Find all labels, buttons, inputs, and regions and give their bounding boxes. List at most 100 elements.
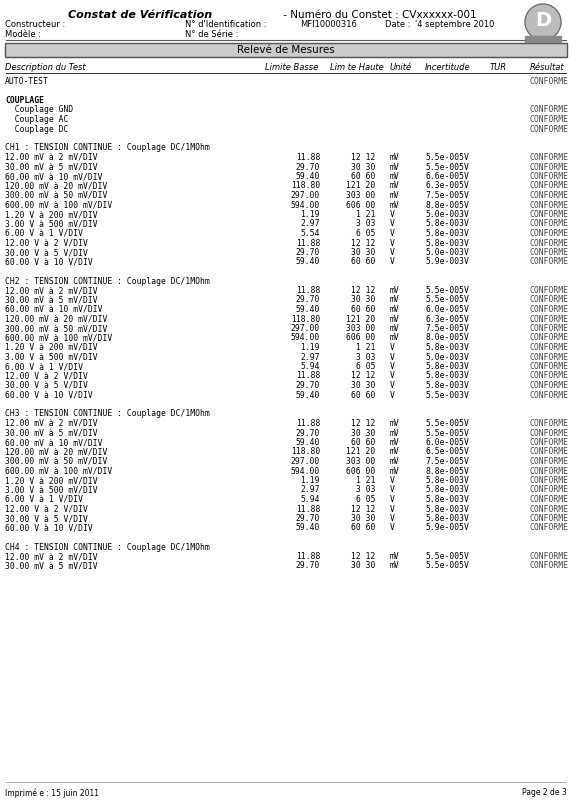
Text: 3 03: 3 03 bbox=[356, 486, 375, 494]
Text: 59.40: 59.40 bbox=[296, 305, 320, 314]
Text: 11.88: 11.88 bbox=[296, 419, 320, 428]
Text: 12 12: 12 12 bbox=[351, 371, 375, 381]
Text: 59.40: 59.40 bbox=[296, 438, 320, 447]
Text: 60 60: 60 60 bbox=[351, 523, 375, 533]
Text: 6.3e-005V: 6.3e-005V bbox=[425, 182, 469, 190]
Text: CONFORME: CONFORME bbox=[530, 562, 569, 570]
Text: CONFORME: CONFORME bbox=[530, 429, 569, 438]
Text: CH1 : TENSION CONTINUE : Couplage DC/1MOhm: CH1 : TENSION CONTINUE : Couplage DC/1MO… bbox=[5, 143, 210, 153]
Text: Date :: Date : bbox=[385, 20, 411, 29]
Text: CONFORME: CONFORME bbox=[530, 343, 569, 352]
Text: 118.80: 118.80 bbox=[291, 182, 320, 190]
Bar bbox=[5, 43, 567, 57]
Text: 29.70: 29.70 bbox=[296, 562, 320, 570]
Text: 11.88: 11.88 bbox=[296, 153, 320, 162]
Text: 60 60: 60 60 bbox=[351, 390, 375, 399]
Text: 5.8e-003V: 5.8e-003V bbox=[425, 371, 469, 381]
Text: CONFORME: CONFORME bbox=[530, 219, 569, 229]
Text: CONFORME: CONFORME bbox=[530, 238, 569, 247]
Text: Lim te Haute: Lim te Haute bbox=[330, 63, 384, 72]
Text: 6.6e-005V: 6.6e-005V bbox=[425, 172, 469, 181]
Text: 11.88: 11.88 bbox=[296, 238, 320, 247]
Text: - Numéro du Constet : CVxxxxxx-001: - Numéro du Constet : CVxxxxxx-001 bbox=[280, 10, 476, 20]
Text: mV: mV bbox=[390, 562, 400, 570]
Text: 30 30: 30 30 bbox=[351, 248, 375, 257]
Text: mV: mV bbox=[390, 286, 400, 295]
Text: N° de Série :: N° de Série : bbox=[185, 30, 239, 39]
Text: 5.0e-003V: 5.0e-003V bbox=[425, 210, 469, 219]
Text: CONFORME: CONFORME bbox=[530, 466, 569, 475]
Text: 300.00 mV à 50 mV/DIV: 300.00 mV à 50 mV/DIV bbox=[5, 324, 108, 333]
Text: CONFORME: CONFORME bbox=[530, 523, 569, 533]
Text: 12.00 mV à 2 mV/DIV: 12.00 mV à 2 mV/DIV bbox=[5, 153, 98, 162]
Text: 30 30: 30 30 bbox=[351, 562, 375, 570]
Text: 60.00 mV à 10 mV/DIV: 60.00 mV à 10 mV/DIV bbox=[5, 305, 102, 314]
Text: 5.94: 5.94 bbox=[300, 495, 320, 504]
Text: CONFORME: CONFORME bbox=[530, 172, 569, 181]
Text: 30.00 V à 5 V/DIV: 30.00 V à 5 V/DIV bbox=[5, 514, 88, 523]
Text: 5.8e-003V: 5.8e-003V bbox=[425, 486, 469, 494]
Text: 600.00 mV à 100 mV/DIV: 600.00 mV à 100 mV/DIV bbox=[5, 334, 112, 342]
Text: CONFORME: CONFORME bbox=[530, 77, 569, 86]
Text: mV: mV bbox=[390, 324, 400, 333]
Text: Couplage DC: Couplage DC bbox=[5, 125, 69, 134]
Text: CONFORME: CONFORME bbox=[530, 334, 569, 342]
Text: Couplage GND: Couplage GND bbox=[5, 106, 73, 114]
Text: 30.00 mV à 5 mV/DIV: 30.00 mV à 5 mV/DIV bbox=[5, 295, 98, 305]
Text: 30.00 mV à 5 mV/DIV: 30.00 mV à 5 mV/DIV bbox=[5, 429, 98, 438]
Text: 7.5e-005V: 7.5e-005V bbox=[425, 191, 469, 200]
Text: 60 60: 60 60 bbox=[351, 438, 375, 447]
Text: 5.5e-005V: 5.5e-005V bbox=[425, 552, 469, 561]
Text: 5.8e-003V: 5.8e-003V bbox=[425, 495, 469, 504]
Text: CONFORME: CONFORME bbox=[530, 495, 569, 504]
Text: CONFORME: CONFORME bbox=[530, 191, 569, 200]
Text: mV: mV bbox=[390, 172, 400, 181]
Text: 30.00 V à 5 V/DIV: 30.00 V à 5 V/DIV bbox=[5, 381, 88, 390]
Text: 2.97: 2.97 bbox=[300, 353, 320, 362]
Text: 12 12: 12 12 bbox=[351, 419, 375, 428]
Text: 121 20: 121 20 bbox=[345, 314, 375, 323]
Text: 606 00: 606 00 bbox=[345, 466, 375, 475]
Text: V: V bbox=[390, 505, 395, 514]
Text: 5.9e-003V: 5.9e-003V bbox=[425, 258, 469, 266]
Text: Couplage AC: Couplage AC bbox=[5, 115, 69, 124]
Text: mV: mV bbox=[390, 153, 400, 162]
Text: 8.8e-005V: 8.8e-005V bbox=[425, 201, 469, 210]
Text: 5.8e-003V: 5.8e-003V bbox=[425, 238, 469, 247]
Text: 1 21: 1 21 bbox=[356, 210, 375, 219]
Text: 11.88: 11.88 bbox=[296, 286, 320, 295]
Circle shape bbox=[525, 4, 561, 40]
Text: CONFORME: CONFORME bbox=[530, 248, 569, 257]
Text: 6.3e-005V: 6.3e-005V bbox=[425, 314, 469, 323]
Text: mV: mV bbox=[390, 295, 400, 305]
Text: 3.00 V à 500 mV/DIV: 3.00 V à 500 mV/DIV bbox=[5, 486, 98, 494]
Text: 5.54: 5.54 bbox=[300, 229, 320, 238]
Text: Modèle :: Modèle : bbox=[5, 30, 41, 39]
Text: CONFORME: CONFORME bbox=[530, 106, 569, 114]
Text: Relevé de Mesures: Relevé de Mesures bbox=[237, 45, 335, 55]
Text: 5.8e-003V: 5.8e-003V bbox=[425, 229, 469, 238]
Text: CONFORME: CONFORME bbox=[530, 486, 569, 494]
Text: 5.8e-003V: 5.8e-003V bbox=[425, 505, 469, 514]
Text: CONFORME: CONFORME bbox=[530, 552, 569, 561]
Text: CONFORME: CONFORME bbox=[530, 201, 569, 210]
Text: Incertitude: Incertitude bbox=[425, 63, 471, 72]
Text: CONFORME: CONFORME bbox=[530, 295, 569, 305]
Text: 303 00: 303 00 bbox=[345, 191, 375, 200]
Text: 60.00 V à 10 V/DIV: 60.00 V à 10 V/DIV bbox=[5, 523, 93, 533]
Text: 120.00 mV à 20 mV/DIV: 120.00 mV à 20 mV/DIV bbox=[5, 182, 108, 190]
Text: mV: mV bbox=[390, 305, 400, 314]
Text: 5.0e-003V: 5.0e-003V bbox=[425, 353, 469, 362]
Text: 30 30: 30 30 bbox=[351, 429, 375, 438]
Text: N° d'Identification :: N° d'Identification : bbox=[185, 20, 267, 29]
Text: 1.19: 1.19 bbox=[300, 343, 320, 352]
Text: Page 2 de 3: Page 2 de 3 bbox=[522, 788, 567, 797]
Text: 2.97: 2.97 bbox=[300, 219, 320, 229]
Text: Constat de Vérification: Constat de Vérification bbox=[68, 10, 212, 20]
Text: CONFORME: CONFORME bbox=[530, 476, 569, 485]
Text: mV: mV bbox=[390, 552, 400, 561]
Text: V: V bbox=[390, 390, 395, 399]
Text: V: V bbox=[390, 371, 395, 381]
Text: 600.00 mV à 100 mV/DIV: 600.00 mV à 100 mV/DIV bbox=[5, 466, 112, 475]
Text: CONFORME: CONFORME bbox=[530, 210, 569, 219]
